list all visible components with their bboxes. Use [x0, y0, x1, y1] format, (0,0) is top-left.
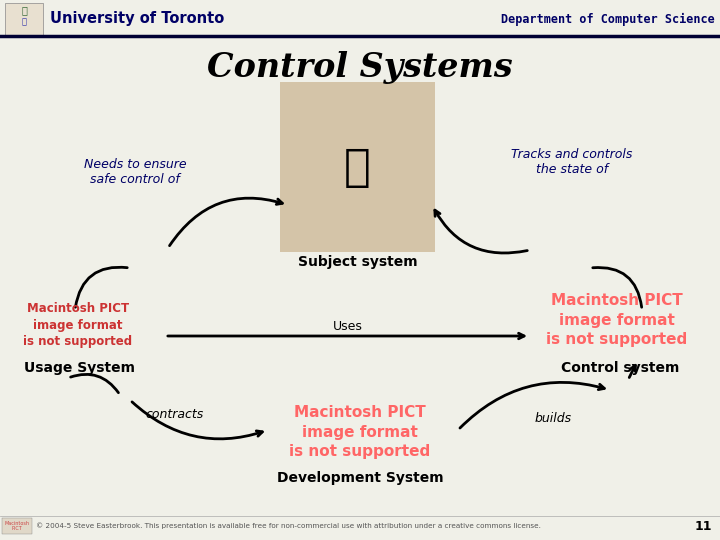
- Text: 🚀: 🚀: [344, 145, 371, 188]
- Text: Tracks and controls
the state of: Tracks and controls the state of: [511, 148, 633, 176]
- Bar: [2, 518, 32, 534]
- Text: © 2004-5 Steve Easterbrook. This presentation is available free for non-commerci: © 2004-5 Steve Easterbrook. This present…: [36, 523, 541, 529]
- Bar: [280, 82, 435, 252]
- Text: contracts: contracts: [146, 408, 204, 422]
- Text: Needs to ensure
safe control of: Needs to ensure safe control of: [84, 158, 186, 186]
- Text: Control system: Control system: [561, 361, 679, 375]
- FancyBboxPatch shape: [5, 3, 43, 35]
- Text: Macintosh PICT
image format
is not supported: Macintosh PICT image format is not suppo…: [289, 404, 431, 460]
- Text: Subject system: Subject system: [298, 255, 418, 269]
- Text: Macintosh PICT
image format
is not supported: Macintosh PICT image format is not suppo…: [24, 301, 132, 348]
- Text: Macintosh
PICT: Macintosh PICT: [4, 521, 30, 531]
- Text: builds: builds: [534, 411, 572, 424]
- Text: Uses: Uses: [333, 320, 363, 333]
- Text: Department of Computer Science: Department of Computer Science: [501, 12, 715, 25]
- Text: Macintosh PICT
image format
is not supported: Macintosh PICT image format is not suppo…: [546, 293, 688, 347]
- Text: 🏛: 🏛: [22, 17, 27, 26]
- Text: Control Systems: Control Systems: [207, 51, 513, 84]
- Text: Development System: Development System: [276, 471, 444, 485]
- Text: Usage System: Usage System: [24, 361, 135, 375]
- Text: University of Toronto: University of Toronto: [50, 11, 224, 26]
- Text: 🌳: 🌳: [21, 5, 27, 15]
- Text: 11: 11: [695, 519, 712, 532]
